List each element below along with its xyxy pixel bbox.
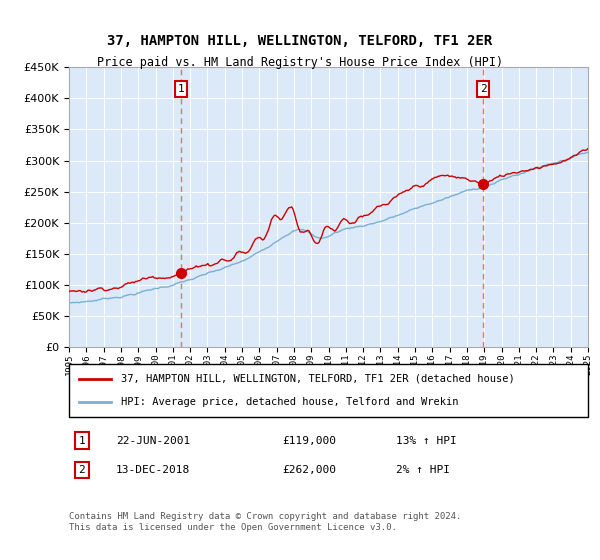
Text: HPI: Average price, detached house, Telford and Wrekin: HPI: Average price, detached house, Telf… (121, 397, 458, 407)
Text: 1: 1 (79, 436, 85, 446)
Text: 1: 1 (178, 84, 184, 94)
Text: Price paid vs. HM Land Registry's House Price Index (HPI): Price paid vs. HM Land Registry's House … (97, 56, 503, 69)
Text: 13% ↑ HPI: 13% ↑ HPI (396, 436, 457, 446)
Text: 2: 2 (79, 465, 85, 475)
Text: 22-JUN-2001: 22-JUN-2001 (116, 436, 190, 446)
Text: 2% ↑ HPI: 2% ↑ HPI (396, 465, 450, 475)
Text: £119,000: £119,000 (282, 436, 336, 446)
FancyBboxPatch shape (69, 364, 588, 417)
Text: Contains HM Land Registry data © Crown copyright and database right 2024.
This d: Contains HM Land Registry data © Crown c… (69, 512, 461, 532)
Text: 37, HAMPTON HILL, WELLINGTON, TELFORD, TF1 2ER (detached house): 37, HAMPTON HILL, WELLINGTON, TELFORD, T… (121, 374, 515, 384)
Text: 2: 2 (480, 84, 487, 94)
Text: 37, HAMPTON HILL, WELLINGTON, TELFORD, TF1 2ER: 37, HAMPTON HILL, WELLINGTON, TELFORD, T… (107, 34, 493, 48)
Text: £262,000: £262,000 (282, 465, 336, 475)
Text: 13-DEC-2018: 13-DEC-2018 (116, 465, 190, 475)
